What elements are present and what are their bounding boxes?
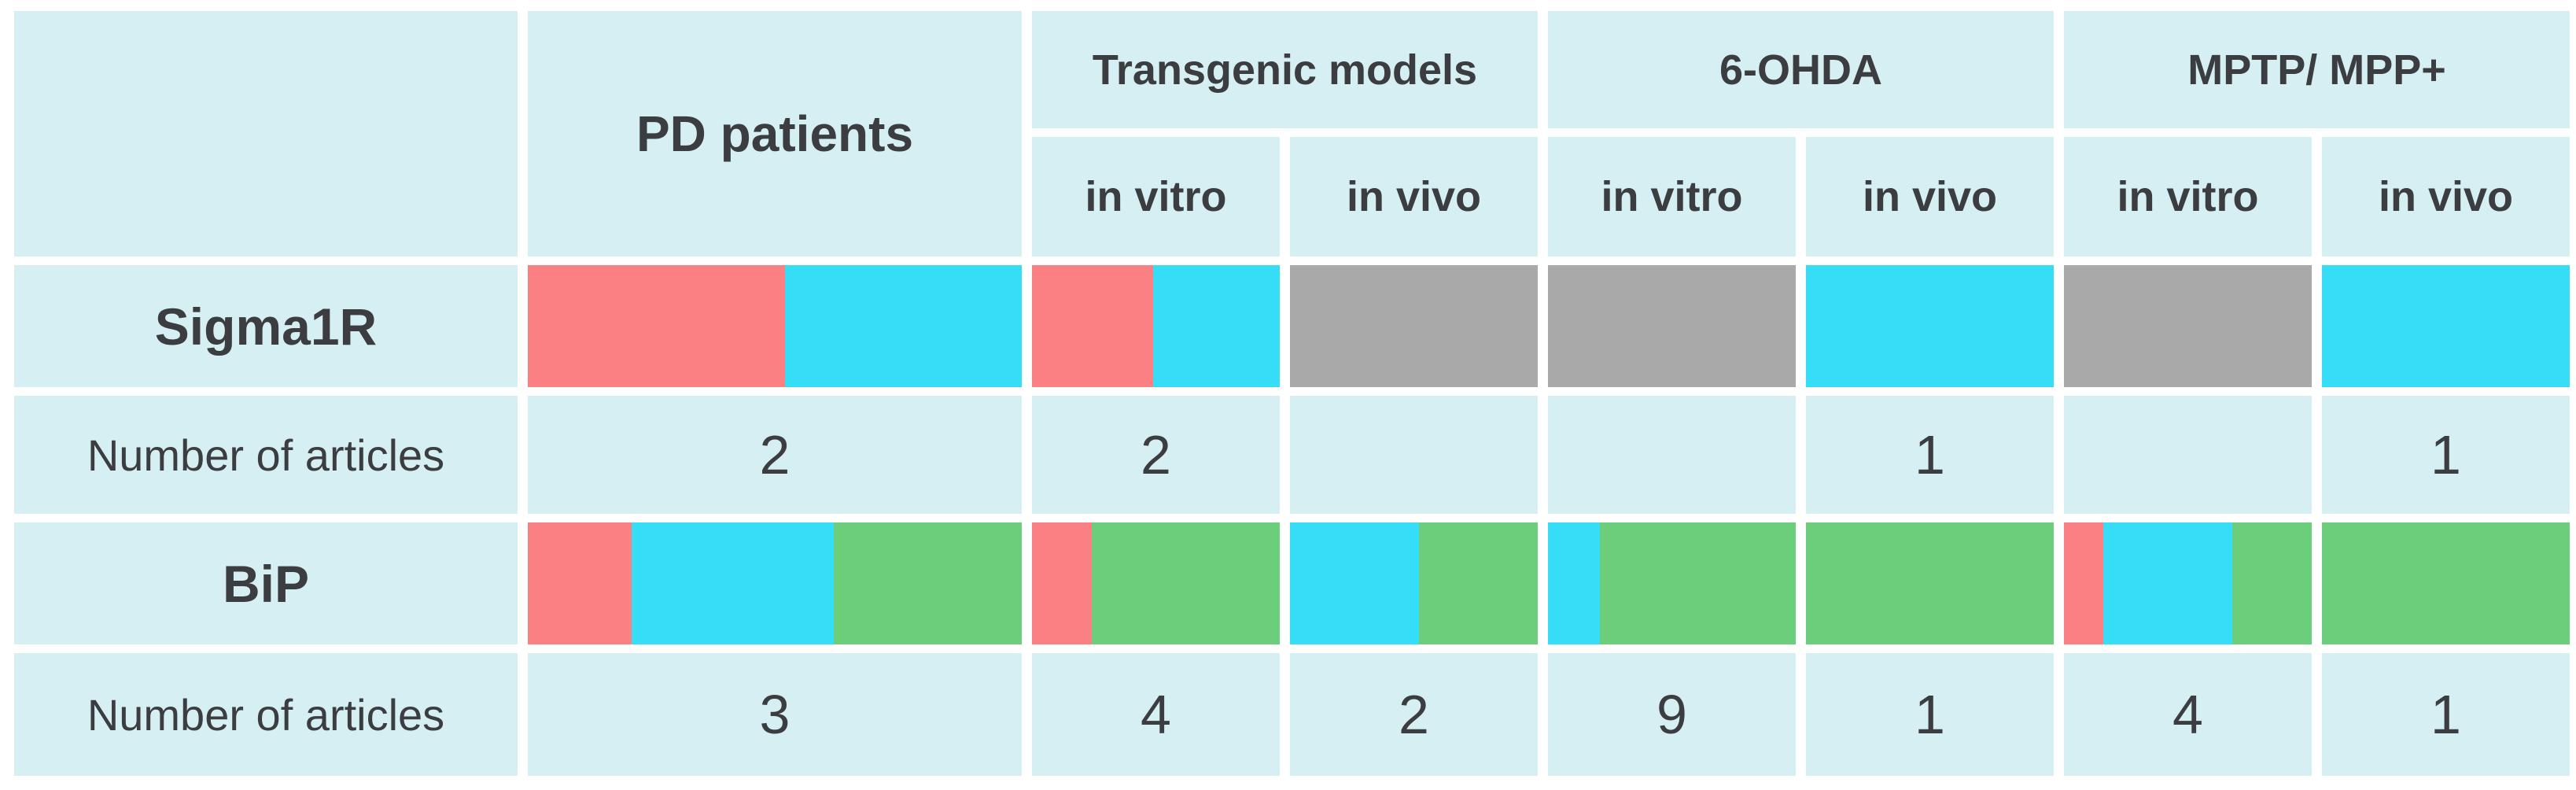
count-sigma1r-transgenic-in-vitro: 2 <box>1032 396 1280 514</box>
column-group-transgenic-models: Transgenic models <box>1032 11 1538 128</box>
table-grid: PD patients Transgenic models 6-OHDA MPT… <box>14 11 2570 776</box>
bar-cell-sigma1r-pd-patients <box>528 265 1022 387</box>
count-sigma1r-mptp-in-vitro <box>2064 396 2312 514</box>
count-bip-6ohda-in-vivo: 1 <box>1806 653 2054 776</box>
subheader-mptp-in-vitro: in vitro <box>2064 137 2312 257</box>
bar-segment-green <box>1091 522 1280 644</box>
row-label-sigma1r: Sigma1R <box>14 265 518 387</box>
bar-cell-bip-mptp-in-vivo <box>2322 522 2570 644</box>
column-header-pd-patients: PD patients <box>528 11 1022 257</box>
bar-cell-bip-mptp-in-vitro <box>2064 522 2312 644</box>
column-group-6ohda: 6-OHDA <box>1548 11 2054 128</box>
bar-cell-bip-6ohda-in-vivo <box>1806 522 2054 644</box>
row-label-bip: BiP <box>14 522 518 644</box>
subheader-transgenic-in-vitro: in vitro <box>1032 137 1280 257</box>
bar-segment-green <box>2322 522 2570 644</box>
count-bip-pd-patients: 3 <box>528 653 1022 776</box>
subheader-mptp-in-vivo: in vivo <box>2322 137 2570 257</box>
row-label-number-of-articles-bip: Number of articles <box>14 653 518 776</box>
bar-cell-sigma1r-6ohda-in-vitro <box>1548 265 1796 387</box>
bar-segment-cyan <box>784 265 1022 387</box>
bar-segment-cyan <box>2322 265 2570 387</box>
subheader-6ohda-in-vivo: in vivo <box>1806 137 2054 257</box>
bar-cell-sigma1r-mptp-in-vivo <box>2322 265 2570 387</box>
bar-segment-cyan <box>1290 522 1419 644</box>
bar-segment-red <box>1032 265 1154 387</box>
bar-cell-sigma1r-transgenic-in-vitro <box>1032 265 1280 387</box>
corner-cell <box>14 11 518 257</box>
bar-segment-gray <box>1290 265 1538 387</box>
bar-segment-cyan <box>1153 265 1280 387</box>
column-group-mptp-mpp: MPTP/ MPP+ <box>2064 11 2570 128</box>
bar-segment-red <box>528 265 785 387</box>
bar-segment-gray <box>1548 265 1796 387</box>
bar-cell-bip-pd-patients <box>528 522 1022 644</box>
bar-segment-red <box>1032 522 1092 644</box>
count-bip-6ohda-in-vitro: 9 <box>1548 653 1796 776</box>
bar-segment-gray <box>2064 265 2312 387</box>
bar-cell-sigma1r-6ohda-in-vivo <box>1806 265 2054 387</box>
count-sigma1r-6ohda-in-vitro <box>1548 396 1796 514</box>
count-bip-mptp-in-vivo: 1 <box>2322 653 2570 776</box>
count-bip-transgenic-in-vivo: 2 <box>1290 653 1538 776</box>
bar-cell-sigma1r-transgenic-in-vivo <box>1290 265 1538 387</box>
count-sigma1r-mptp-in-vivo: 1 <box>2322 396 2570 514</box>
bar-cell-bip-transgenic-in-vivo <box>1290 522 1538 644</box>
subheader-6ohda-in-vitro: in vitro <box>1548 137 1796 257</box>
bar-segment-green <box>2232 522 2312 644</box>
bar-segment-red <box>528 522 632 644</box>
bar-cell-sigma1r-mptp-in-vitro <box>2064 265 2312 387</box>
bar-segment-cyan <box>1806 265 2054 387</box>
bar-segment-cyan <box>2103 522 2233 644</box>
bar-segment-green <box>1600 522 1796 644</box>
count-sigma1r-pd-patients: 2 <box>528 396 1022 514</box>
count-sigma1r-6ohda-in-vivo: 1 <box>1806 396 2054 514</box>
row-label-number-of-articles-sigma1r: Number of articles <box>14 396 518 514</box>
count-bip-mptp-in-vitro: 4 <box>2064 653 2312 776</box>
bar-segment-green <box>1806 522 2054 644</box>
bar-cell-bip-transgenic-in-vitro <box>1032 522 1280 644</box>
bar-segment-cyan <box>1548 522 1601 644</box>
count-bip-transgenic-in-vitro: 4 <box>1032 653 1280 776</box>
bar-segment-cyan <box>631 522 835 644</box>
subheader-transgenic-in-vivo: in vivo <box>1290 137 1538 257</box>
bar-segment-green <box>834 522 1022 644</box>
bar-segment-red <box>2064 522 2104 644</box>
bar-segment-green <box>1418 522 1538 644</box>
count-sigma1r-transgenic-in-vivo <box>1290 396 1538 514</box>
bar-cell-bip-6ohda-in-vitro <box>1548 522 1796 644</box>
